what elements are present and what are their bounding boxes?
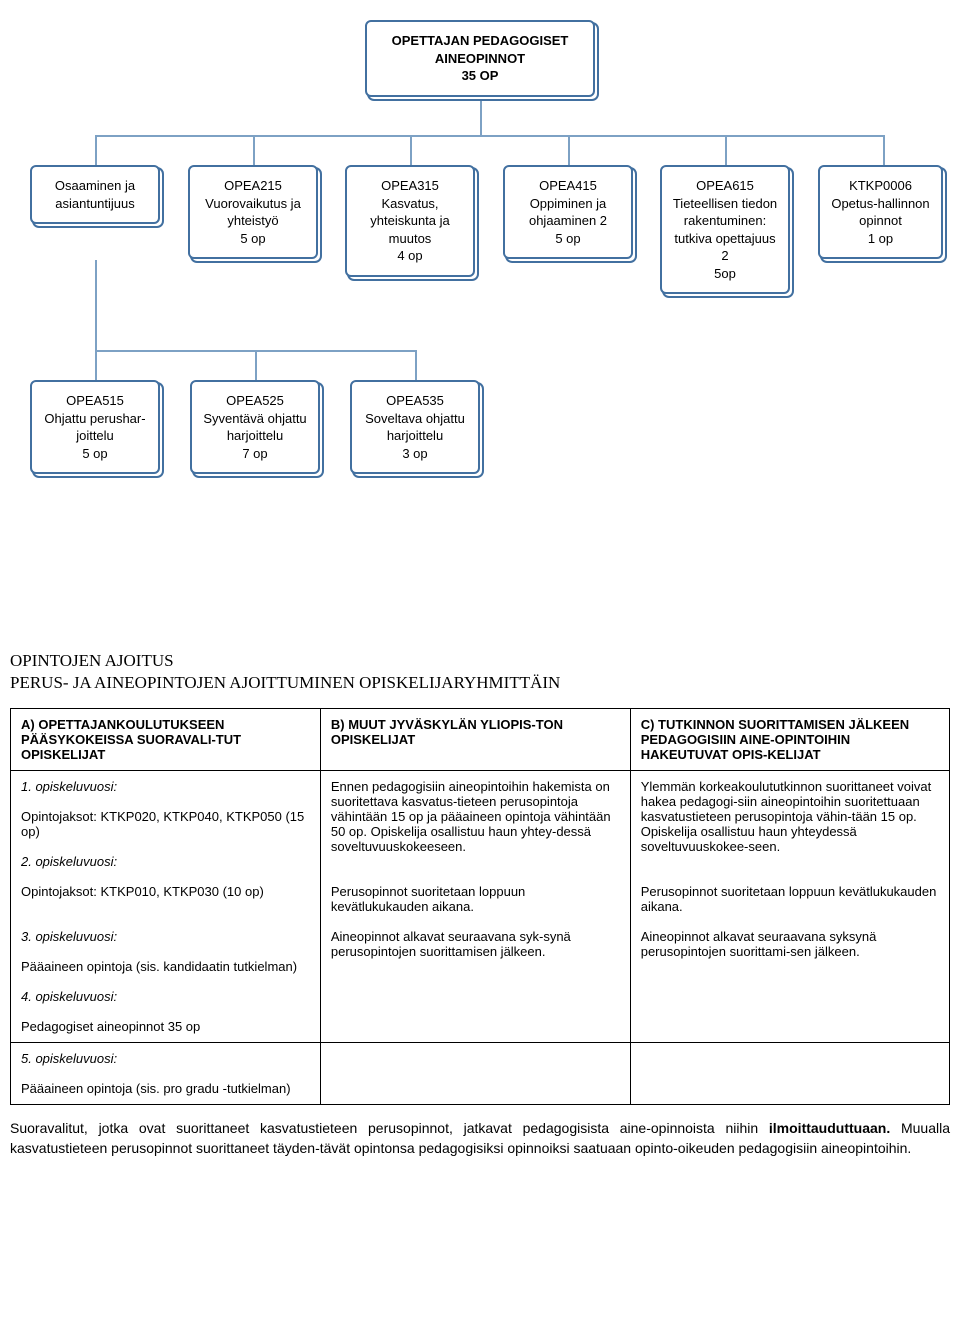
node-credits: 3 op — [360, 445, 470, 463]
cell-text: Pedagogiset aineopinnot 35 op — [21, 1019, 200, 1034]
table-row: 5. opiskeluvuosi: Pääaineen opintoja (si… — [11, 1043, 950, 1105]
col-b-header: B) MUUT JYVÄSKYLÄN YLIOPIS-TON OPISKELIJ… — [320, 709, 630, 771]
node-code: OPEA535 — [360, 392, 470, 410]
connector — [95, 135, 97, 165]
connector — [568, 135, 570, 165]
node-title: Oppiminen ja ohjaaminen 2 — [513, 195, 623, 230]
node-text: OPETTAJAN PEDAGOGISET — [392, 33, 569, 48]
node-title: Kasvatus, yhteiskunta ja muutos — [355, 195, 465, 248]
connector — [480, 95, 482, 135]
col-c-header: C) TUTKINNON SUORITTAMISEN JÄLKEEN PEDAG… — [630, 709, 949, 771]
cell-text: Perusopinnot suoritetaan loppuun kevätlu… — [641, 884, 937, 914]
node-osaaminen: Osaaminen ja asiantuntijuus — [30, 165, 160, 224]
node-title: Vuorovaikutus ja yhteistyö — [198, 195, 308, 230]
year-label: 4. opiskeluvuosi: — [21, 989, 117, 1004]
connector — [253, 135, 255, 165]
section-heading: OPINTOJEN AJOITUS PERUS- JA AINEOPINTOJE… — [10, 650, 950, 694]
col-b-cell — [320, 1043, 630, 1105]
connector — [415, 350, 417, 380]
connector — [255, 350, 257, 380]
node-title: Ohjattu perushar-joittelu — [40, 410, 150, 445]
node-credits: 5 op — [40, 445, 150, 463]
org-chart: OPETTAJAN PEDAGOGISET AINEOPINNOT 35 OP … — [10, 10, 950, 630]
node-credits: 5op — [670, 265, 780, 283]
cell-text: Opintojaksot: KTKP010, KTKP030 (10 op) — [21, 884, 264, 899]
connector — [410, 135, 412, 165]
cell-text: Aineopinnot alkavat seuraavana syksynä p… — [641, 929, 877, 959]
node-code: OPEA515 — [40, 392, 150, 410]
heading-line1: OPINTOJEN AJOITUS — [10, 651, 174, 670]
connector — [725, 135, 727, 165]
node-code: OPEA215 — [198, 177, 308, 195]
node-root: OPETTAJAN PEDAGOGISET AINEOPINNOT 35 OP — [365, 20, 595, 97]
node-ktkp0006: KTKP0006 Opetus-hallinnon opinnot 1 op — [818, 165, 943, 259]
col-a-cell: 1. opiskeluvuosi: Opintojaksot: KTKP020,… — [11, 771, 321, 1043]
col-a-header: A) OPETTAJANKOULUTUKSEEN PÄÄSYKOKEISSA S… — [11, 709, 321, 771]
year-label: 5. opiskeluvuosi: — [21, 1051, 117, 1066]
node-opea215: OPEA215 Vuorovaikutus ja yhteistyö 5 op — [188, 165, 318, 259]
node-code: OPEA315 — [355, 177, 465, 195]
node-code: OPEA525 — [200, 392, 310, 410]
node-code: KTKP0006 — [828, 177, 933, 195]
node-code: OPEA615 — [670, 177, 780, 195]
node-credits: 4 op — [355, 247, 465, 265]
cell-text: Ennen pedagogisiin aineopintoihin hakemi… — [331, 779, 611, 854]
node-opea315: OPEA315 Kasvatus, yhteiskunta ja muutos … — [345, 165, 475, 277]
node-text: 35 OP — [462, 68, 499, 83]
col-a-cell: 5. opiskeluvuosi: Pääaineen opintoja (si… — [11, 1043, 321, 1105]
node-credits: 5 op — [513, 230, 623, 248]
col-c-cell: Ylemmän korkeakoulututkinnon suorittanee… — [630, 771, 949, 1043]
cell-text: Pääaineen opintoja (sis. kandidaatin tut… — [21, 959, 297, 974]
footer-paragraph: Suoravalitut, jotka ovat suorittaneet ka… — [10, 1119, 950, 1158]
node-title: Tieteellisen tiedon rakentuminen: tutkiv… — [670, 195, 780, 265]
cell-text: Perusopinnot suoritetaan loppuun kevätlu… — [331, 884, 525, 914]
footer-text: Suoravalitut, jotka ovat suorittaneet ka… — [10, 1120, 769, 1136]
node-title: Osaaminen ja asiantuntijuus — [40, 177, 150, 212]
col-c-cell — [630, 1043, 949, 1105]
footer-bold: ilmoittauduttuaan. — [769, 1120, 890, 1136]
node-opea415: OPEA415 Oppiminen ja ohjaaminen 2 5 op — [503, 165, 633, 259]
node-opea535: OPEA535 Soveltava ohjattu harjoittelu 3 … — [350, 380, 480, 474]
table-header-row: A) OPETTAJANKOULUTUKSEEN PÄÄSYKOKEISSA S… — [11, 709, 950, 771]
connector — [95, 350, 97, 380]
col-b-cell: Ennen pedagogisiin aineopintoihin hakemi… — [320, 771, 630, 1043]
node-title: Syventävä ohjattu harjoittelu — [200, 410, 310, 445]
cell-text: Pääaineen opintoja (sis. pro gradu -tutk… — [21, 1081, 291, 1096]
node-credits: 5 op — [198, 230, 308, 248]
node-title: Soveltava ohjattu harjoittelu — [360, 410, 470, 445]
cell-text: Opintojaksot: KTKP020, KTKP040, KTKP050 … — [21, 809, 304, 839]
node-title: Opetus-hallinnon opinnot — [828, 195, 933, 230]
timing-table: A) OPETTAJANKOULUTUKSEEN PÄÄSYKOKEISSA S… — [10, 708, 950, 1105]
table-row: 1. opiskeluvuosi: Opintojaksot: KTKP020,… — [11, 771, 950, 1043]
year-label: 3. opiskeluvuosi: — [21, 929, 117, 944]
cell-text: Ylemmän korkeakoulututkinnon suorittanee… — [641, 779, 932, 854]
node-text: AINEOPINNOT — [435, 51, 525, 66]
year-label: 1. opiskeluvuosi: — [21, 779, 117, 794]
connector — [95, 260, 97, 350]
heading-line2: PERUS- JA AINEOPINTOJEN AJOITTUMINEN OPI… — [10, 673, 560, 692]
node-credits: 7 op — [200, 445, 310, 463]
node-opea615: OPEA615 Tieteellisen tiedon rakentuminen… — [660, 165, 790, 294]
node-opea525: OPEA525 Syventävä ohjattu harjoittelu 7 … — [190, 380, 320, 474]
connector — [95, 135, 883, 137]
connector — [883, 135, 885, 165]
node-credits: 1 op — [828, 230, 933, 248]
year-label: 2. opiskeluvuosi: — [21, 854, 117, 869]
node-code: OPEA415 — [513, 177, 623, 195]
node-opea515: OPEA515 Ohjattu perushar-joittelu 5 op — [30, 380, 160, 474]
cell-text: Aineopinnot alkavat seuraavana syk-synä … — [331, 929, 571, 959]
